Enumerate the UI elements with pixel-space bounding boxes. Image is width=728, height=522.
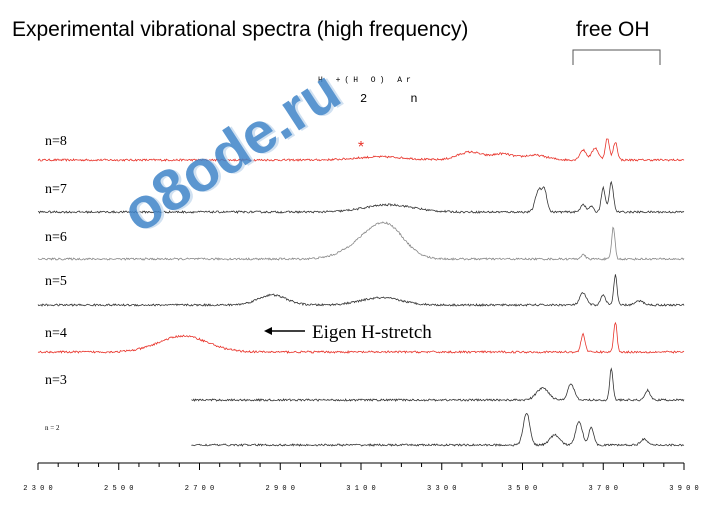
free-oh-label: free OH: [576, 18, 650, 41]
series-label: n=6: [45, 230, 67, 245]
x-tick-label: 3 3 0 0: [427, 485, 456, 493]
x-tick-label: 3 5 0 0: [508, 485, 537, 493]
series-label: n=4: [45, 326, 67, 341]
x-tick-label: 2 5 0 0: [104, 485, 133, 493]
series-label: n=5: [45, 274, 67, 289]
series-label: n=7: [45, 182, 67, 197]
series-line-0: [37, 138, 685, 162]
x-tick-label: 3 9 0 0: [669, 485, 698, 493]
annotation-arrow-head: [264, 327, 272, 335]
x-tick-label: 2 7 0 0: [185, 485, 214, 493]
series-label: n = 2: [45, 424, 60, 432]
series-line-3: [37, 274, 685, 307]
formula-label: H +(H O) Ar: [318, 76, 415, 85]
annotation-label: Eigen H-stretch: [312, 322, 432, 343]
series-line-1: [37, 180, 685, 214]
star-marker: *: [358, 139, 364, 156]
formula-subscripts: 2 n: [360, 92, 436, 106]
x-tick-label: 2 3 0 0: [23, 485, 52, 493]
x-tick-label: 2 9 0 0: [266, 485, 295, 493]
series-line-5: [191, 367, 685, 402]
series-label: n=3: [45, 373, 67, 388]
series-label: n=8: [45, 134, 67, 149]
x-tick-label: 3 7 0 0: [589, 485, 618, 493]
series-line-2: [37, 221, 685, 261]
series-line-6: [191, 412, 685, 447]
series-line-4: [37, 321, 685, 354]
chart-title: Experimental vibrational spectra (high f…: [12, 18, 469, 41]
x-tick-label: 3 1 0 0: [346, 485, 375, 493]
free-oh-bracket: [572, 49, 661, 65]
